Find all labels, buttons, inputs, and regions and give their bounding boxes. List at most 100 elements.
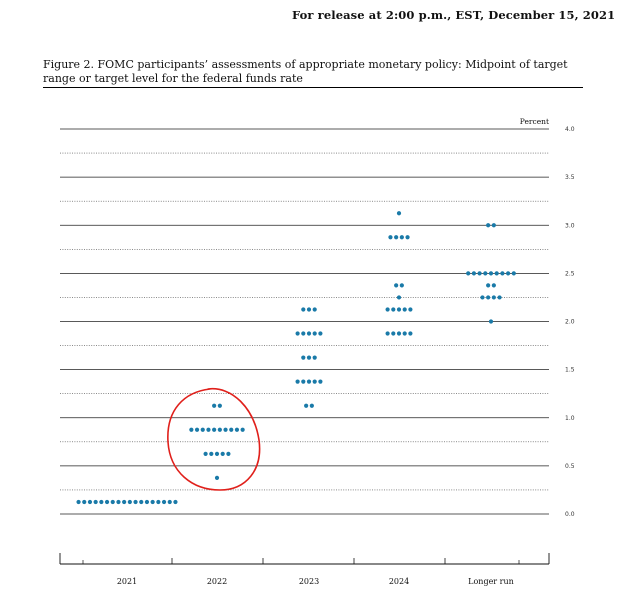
participant-dots: [76, 211, 516, 505]
participant-dot: [396, 331, 402, 336]
grid-lines: [60, 128, 549, 515]
participant-dot: [394, 283, 399, 288]
participant-dot: [394, 235, 399, 240]
participant-dot: [491, 223, 496, 228]
participant-dot: [203, 451, 208, 456]
participant-dot: [127, 499, 132, 505]
title-rule: [43, 87, 583, 88]
participant-dot: [396, 211, 402, 216]
participant-dot: [212, 427, 217, 432]
y-tick-label: 0.5: [565, 463, 575, 470]
participant-dot: [301, 355, 306, 360]
participant-dot: [200, 427, 205, 432]
participant-dot: [93, 499, 98, 505]
y-tick-label: 0.0: [565, 511, 575, 518]
participant-dot: [312, 355, 317, 360]
participant-dot: [511, 271, 516, 276]
participant-dot: [312, 379, 317, 384]
participant-dot: [122, 499, 127, 505]
figure-title: Figure 2. FOMC participants’ assessments…: [43, 58, 568, 85]
participant-dot: [87, 499, 93, 505]
participant-dot: [82, 499, 87, 505]
participant-dot: [483, 271, 488, 276]
y-tick-label: 1.0: [565, 415, 575, 422]
participant-dot: [212, 403, 217, 408]
participant-dot: [399, 283, 404, 288]
participant-dot: [391, 331, 396, 336]
participant-dot: [312, 331, 317, 336]
participant-dot: [396, 295, 402, 300]
y-tick-label: 2.5: [565, 270, 575, 277]
participant-dot: [110, 499, 115, 505]
participant-dot: [385, 307, 390, 312]
participant-dot: [477, 271, 482, 276]
participant-dot: [385, 331, 390, 336]
x-category-label: Longer run: [468, 577, 514, 586]
x-axis: [59, 553, 550, 565]
y-tick-label: 1.5: [565, 367, 575, 374]
participant-dot: [220, 451, 225, 456]
participant-dot: [486, 295, 491, 300]
participant-dot: [139, 499, 144, 505]
participant-dot: [76, 499, 81, 505]
participant-dot: [217, 403, 222, 408]
participant-dot: [194, 427, 200, 432]
x-category-label: 2024: [389, 577, 409, 586]
participant-dot: [223, 427, 228, 432]
y-tick-label: 3.5: [565, 174, 575, 181]
x-category-label: 2021: [117, 577, 137, 586]
participant-dot: [500, 271, 505, 276]
participant-dot: [229, 427, 234, 432]
participant-dot: [399, 235, 404, 240]
participant-dot: [494, 271, 499, 276]
hand-drawn-circle-annotation: [167, 388, 261, 491]
y-tick-label: 4.0: [565, 126, 575, 133]
participant-dot: [301, 307, 306, 312]
participant-dot: [486, 223, 491, 228]
participant-dot: [402, 307, 407, 312]
participant-dot: [301, 331, 306, 336]
participant-dot: [301, 379, 306, 384]
participant-dot: [99, 499, 104, 505]
participant-dot: [486, 283, 491, 288]
participant-dot: [480, 295, 485, 300]
participant-dot: [226, 451, 231, 456]
release-notice: For release at 2:00 p.m., EST, December …: [292, 8, 616, 22]
participant-dot: [318, 331, 323, 336]
participant-dot: [295, 331, 300, 336]
participant-dot: [150, 499, 155, 505]
participant-dot: [488, 271, 494, 276]
participant-dot: [133, 499, 138, 505]
participant-dot: [408, 307, 413, 312]
participant-dot: [312, 307, 317, 312]
participant-dot: [295, 379, 300, 384]
y-tick-labels: 4.0 3.5 3.0 2.5 2.0 1.5 1.0 0.5 0.0: [565, 126, 575, 518]
participant-dot: [491, 283, 496, 288]
participant-dot: [214, 475, 220, 481]
participant-dot: [488, 319, 494, 324]
participant-dot: [234, 427, 240, 432]
participant-dot: [240, 427, 245, 432]
participant-dot: [391, 307, 396, 312]
participant-dot: [206, 427, 211, 432]
participant-dot: [306, 379, 312, 384]
participant-dot: [497, 295, 502, 300]
participant-dot: [306, 331, 312, 336]
participant-dot: [156, 499, 161, 505]
participant-dot: [214, 451, 220, 456]
participant-dot: [506, 271, 511, 276]
participant-dot: [217, 427, 222, 432]
participant-dot: [144, 499, 150, 505]
participant-dot: [309, 403, 314, 408]
participant-dot: [173, 499, 178, 505]
participant-dot: [304, 403, 309, 408]
participant-dot: [189, 427, 194, 432]
participant-dot: [209, 451, 214, 456]
y-axis-unit-label: Percent: [520, 117, 549, 126]
participant-dot: [116, 499, 121, 505]
participant-dot: [306, 355, 312, 360]
participant-dot: [402, 331, 407, 336]
x-category-labels: 2021 2022 2023 2024 Longer run: [117, 577, 514, 586]
y-tick-label: 2.0: [565, 319, 575, 326]
